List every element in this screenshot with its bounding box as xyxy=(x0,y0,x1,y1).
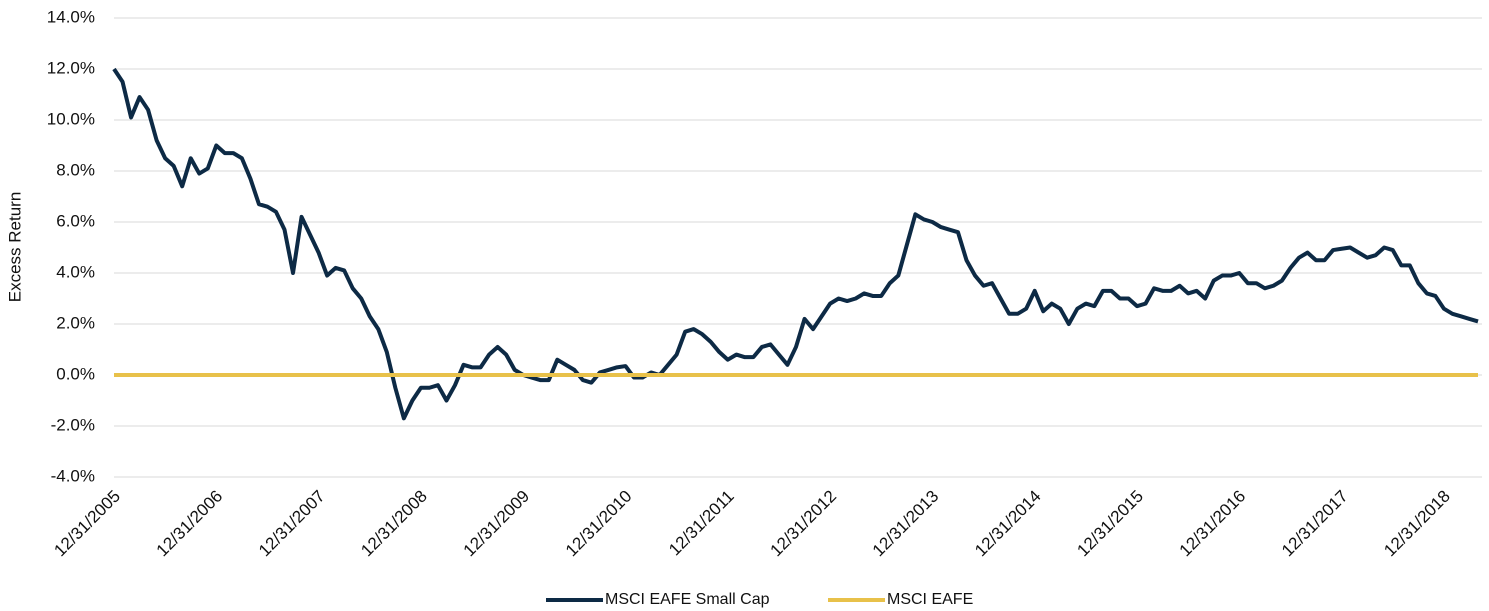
x-tick-label: 12/31/2006 xyxy=(153,487,227,561)
x-tick-label: 12/31/2009 xyxy=(460,487,534,561)
y-tick-label: 14.0% xyxy=(47,7,95,26)
legend-label: MSCI EAFE Small Cap xyxy=(605,591,770,608)
series-line xyxy=(112,67,1479,421)
y-tick-label: -4.0% xyxy=(51,466,95,485)
x-tick-label: 12/31/2017 xyxy=(1278,487,1352,561)
x-tick-label: 12/31/2005 xyxy=(50,487,124,561)
x-tick-label: 12/31/2014 xyxy=(971,487,1045,561)
y-tick-label: 4.0% xyxy=(56,262,95,281)
y-axis-title: Excess Return xyxy=(5,192,24,303)
y-tick-label: 12.0% xyxy=(47,58,95,77)
y-tick-label: 6.0% xyxy=(56,211,95,230)
legend-label: MSCI EAFE xyxy=(887,591,973,608)
x-tick-label: 12/31/2008 xyxy=(357,487,431,561)
x-tick-label: 12/31/2015 xyxy=(1073,487,1147,561)
x-tick-label: 12/31/2016 xyxy=(1176,487,1250,561)
x-tick-label: 12/31/2007 xyxy=(255,487,329,561)
y-tick-label: 8.0% xyxy=(56,160,95,179)
x-tick-label: 12/31/2012 xyxy=(766,487,840,561)
y-tick-label: 2.0% xyxy=(56,313,95,332)
x-tick-label: 12/31/2013 xyxy=(869,487,943,561)
y-tick-label: 0.0% xyxy=(56,364,95,383)
y-tick-label: -2.0% xyxy=(51,415,95,434)
x-tick-label: 12/31/2011 xyxy=(665,487,738,560)
x-tick-label: 12/31/2018 xyxy=(1380,487,1454,561)
y-tick-label: 10.0% xyxy=(47,109,95,128)
x-tick-label: 12/31/2010 xyxy=(562,487,636,561)
